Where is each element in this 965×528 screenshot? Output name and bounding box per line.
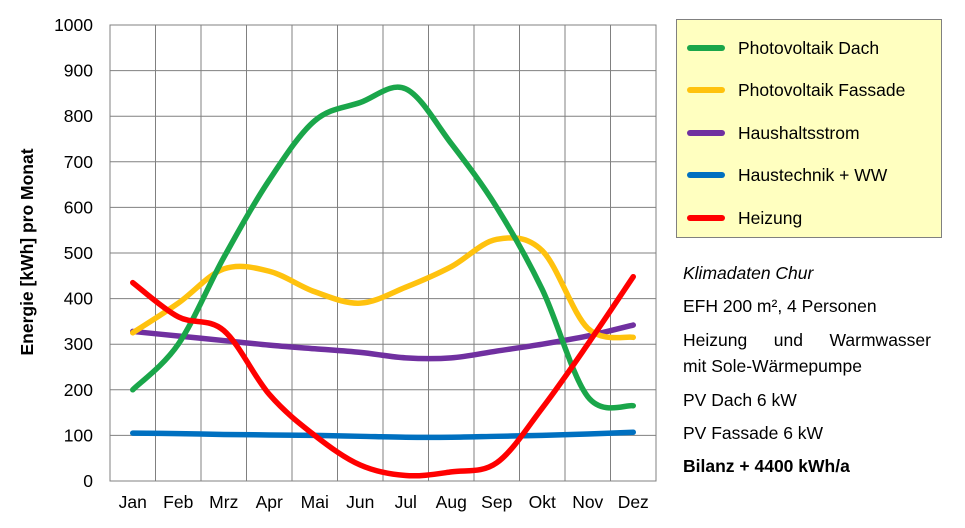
legend-label: Photovoltaik Dach [738, 37, 880, 58]
legend-swatch-haushaltsstrom [687, 130, 725, 136]
legend-swatch-pv-fassade [687, 87, 725, 93]
series-layer [130, 84, 636, 479]
info-heating-line-2: mit Sole-Wärmepumpe [683, 356, 862, 376]
y-tick-label: 300 [64, 334, 93, 354]
x-tick-labels: Jan Feb Mrz Apr Mai Jun Jul Aug Sep Okt Nov Dez [119, 492, 649, 512]
series-line-haushaltsstrom [130, 322, 636, 362]
series-line-heizung [130, 273, 636, 479]
legend-item-heizung: Heizung [687, 206, 802, 230]
y-tick-label: 700 [64, 152, 93, 172]
series-line-photovoltaik-dach [130, 84, 636, 411]
legend: Photovoltaik Dach Photovoltaik Fassade H… [676, 19, 942, 238]
series-line-haustechnik-ww [130, 429, 636, 441]
legend-swatch-pv-dach [687, 45, 725, 51]
info-heating-word: und [773, 330, 803, 350]
x-tick-label: Sep [481, 492, 512, 512]
x-tick-label: Aug [436, 492, 467, 512]
legend-label: Photovoltaik Fassade [738, 79, 906, 100]
y-tick-label: 900 [64, 61, 93, 81]
legend-swatch-haustechnik [687, 172, 725, 178]
y-tick-label: 600 [64, 197, 93, 217]
x-tick-label: Dez [618, 492, 649, 512]
y-tick-label: 0 [83, 471, 93, 491]
legend-label: Haustechnik + WW [738, 164, 888, 185]
x-tick-label: Feb [163, 492, 193, 512]
x-tick-label: Mrz [209, 492, 238, 512]
x-tick-label: Jul [395, 492, 417, 512]
info-building: EFH 200 m², 4 Personen [683, 296, 877, 316]
info-heating-word: Warmwasser [829, 330, 931, 350]
y-tick-labels: 0 100 200 300 400 500 600 700 800 900 1000 [54, 15, 93, 491]
y-tick-label: 400 [64, 289, 93, 309]
x-tick-label: Nov [572, 492, 603, 512]
x-tick-label: Apr [256, 492, 283, 512]
info-balance: Bilanz + 4400 kWh/a [683, 456, 850, 476]
y-tick-label: 200 [64, 380, 93, 400]
info-climate: Klimadaten Chur [683, 263, 814, 283]
y-axis-label: Energie [kWh] pro Monat [17, 148, 37, 355]
y-tick-label: 1000 [54, 15, 93, 35]
info-heating-word: Heizung [683, 330, 748, 350]
y-tick-label: 100 [64, 425, 93, 445]
y-tick-label: 500 [64, 243, 93, 263]
legend-item-haushaltsstrom: Haushaltsstrom [687, 121, 860, 145]
x-tick-label: Jan [119, 492, 147, 512]
legend-item-haustechnik: Haustechnik + WW [687, 163, 887, 187]
series-line-photovoltaik-fassade [130, 235, 636, 341]
info-heating-line-1: Heizung und Warmwasser [683, 330, 931, 351]
legend-label: Haushaltsstrom [738, 122, 860, 143]
info-pv-roof: PV Dach 6 kW [683, 390, 797, 410]
x-tick-label: Okt [529, 492, 556, 512]
legend-swatch-heizung [687, 215, 725, 221]
legend-item-pv-fassade: Photovoltaik Fassade [687, 78, 905, 102]
x-tick-label: Mai [301, 492, 329, 512]
info-pv-facade: PV Fassade 6 kW [683, 423, 824, 443]
legend-item-pv-dach: Photovoltaik Dach [687, 36, 879, 60]
legend-label: Heizung [738, 207, 803, 228]
y-tick-label: 800 [64, 106, 93, 126]
x-tick-label: Jun [346, 492, 374, 512]
